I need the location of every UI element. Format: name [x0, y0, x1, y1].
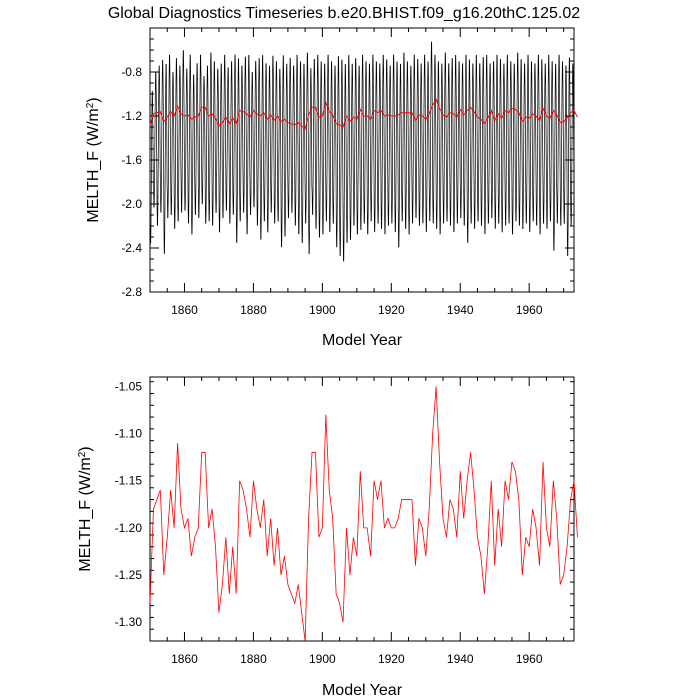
- x-tick-label: 1940: [447, 303, 474, 317]
- bottom-plot-frame: [149, 376, 575, 642]
- y-tick-label: -2.0: [121, 197, 142, 211]
- y-tick-label: -0.8: [121, 65, 142, 79]
- x-tick-label: 1920: [378, 303, 405, 317]
- y-tick-label: -1.30: [115, 615, 143, 629]
- top-panel: 1860 1880 1900 1920 1940 1960 -2.8 -2.4 -2.0 -1.6…: [85, 27, 578, 349]
- x-tick-label: 1940: [447, 652, 474, 666]
- x-tick-label: 1860: [171, 652, 198, 666]
- top-y-axis-label: MELTH_F (W/m2): [85, 97, 103, 222]
- bottom-x-axis-label: Model Year: [322, 682, 403, 699]
- top-annual-series: [149, 98, 578, 131]
- y-tick-label: -1.10: [115, 427, 143, 441]
- monthly-series-line: [149, 41, 575, 262]
- y-tick-label: -1.15: [115, 474, 143, 488]
- annual-series-line: [149, 98, 578, 131]
- y-tick-label: -1.2: [121, 109, 142, 123]
- annual-series-line: [149, 386, 578, 642]
- x-tick-label: 1900: [309, 652, 336, 666]
- y-tick-label: -1.05: [115, 379, 143, 393]
- bottom-annual-series: [149, 386, 578, 642]
- x-tick-label: 1860: [171, 303, 198, 317]
- x-tick-label: 1880: [240, 652, 267, 666]
- bottom-panel: 1860 1880 1900 1920 1940 1960 -1.30 -1.25 -1.20 -…: [77, 376, 578, 699]
- figure-title: Global Diagnostics Timeseries b.e20.BHIS…: [108, 5, 580, 22]
- y-tick-label: -1.20: [115, 521, 143, 535]
- top-x-axis-label: Model Year: [322, 332, 403, 349]
- bottom-axis-ticks: 1860 1880 1900 1920 1940 1960 -1.30 -1.25 -1.20 -…: [115, 377, 574, 666]
- y-tick-label: -1.25: [115, 568, 143, 582]
- x-tick-label: 1920: [378, 652, 405, 666]
- y-tick-label: -2.4: [121, 241, 142, 255]
- x-tick-label: 1960: [516, 652, 543, 666]
- top-axis-ticks: 1860 1880 1900 1920 1940 1960 -2.8 -2.4 -2.0 -1.6…: [121, 27, 574, 317]
- y-tick-label: -2.8: [121, 285, 142, 299]
- x-tick-label: 1880: [240, 303, 267, 317]
- x-tick-label: 1960: [516, 303, 543, 317]
- x-tick-label: 1900: [309, 303, 336, 317]
- top-monthly-series: [149, 41, 575, 262]
- bottom-y-axis-label: MELTH_F (W/m2): [77, 446, 95, 571]
- y-tick-label: -1.6: [121, 153, 142, 167]
